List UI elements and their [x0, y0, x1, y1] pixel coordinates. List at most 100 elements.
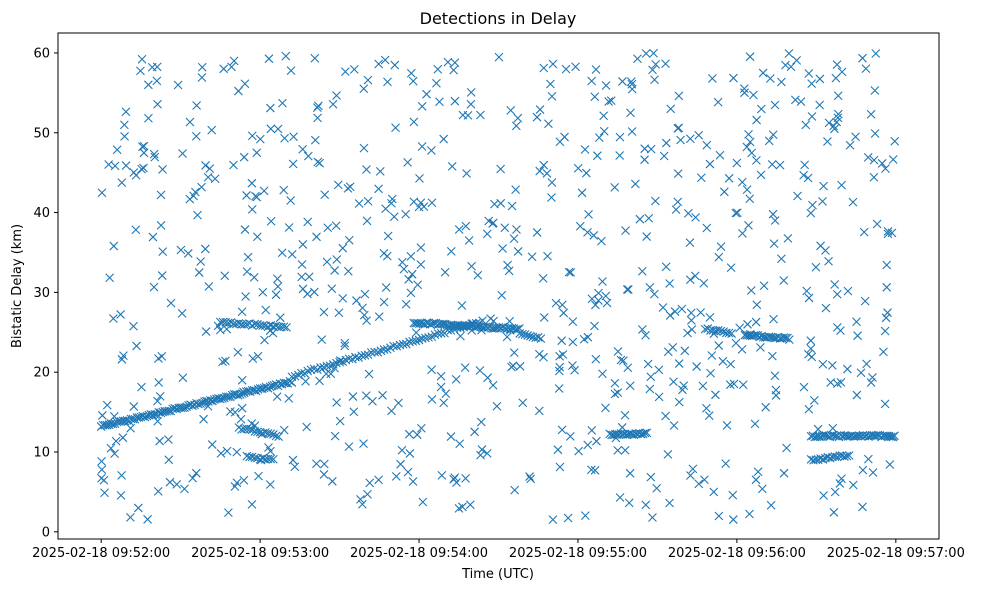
- data-point: [830, 124, 839, 134]
- data-point: [439, 398, 449, 408]
- data-point: [548, 515, 558, 525]
- data-point: [872, 219, 882, 229]
- data-point: [879, 347, 888, 357]
- data-point: [234, 319, 244, 328]
- data-point: [253, 319, 262, 329]
- data-point: [436, 382, 446, 392]
- data-point: [303, 151, 313, 161]
- x-axis-label: Time (UTC): [461, 567, 534, 582]
- data-point: [858, 430, 868, 440]
- data-point: [594, 296, 603, 305]
- data-point: [512, 225, 521, 234]
- data-point: [618, 356, 628, 366]
- data-point: [427, 394, 437, 404]
- data-point: [641, 500, 651, 510]
- data-point: [331, 221, 341, 231]
- data-point: [694, 479, 704, 489]
- data-point: [279, 322, 289, 332]
- data-point: [830, 280, 840, 289]
- data-point: [674, 397, 684, 407]
- data-point: [148, 410, 158, 420]
- data-point: [446, 247, 456, 256]
- data-point: [590, 465, 600, 475]
- data-point: [362, 216, 372, 226]
- data-point: [513, 113, 523, 123]
- data-point: [749, 331, 759, 340]
- data-point: [116, 310, 125, 319]
- data-point: [649, 48, 658, 58]
- data-point: [476, 110, 485, 120]
- data-point: [266, 454, 276, 464]
- data-point: [180, 403, 190, 412]
- data-point: [801, 120, 811, 130]
- data-point: [470, 427, 479, 437]
- data-point: [871, 49, 881, 58]
- data-point: [863, 152, 873, 162]
- data-point: [625, 381, 635, 391]
- data-point: [768, 130, 778, 140]
- data-point: [265, 103, 275, 113]
- data-point: [155, 392, 165, 401]
- data-point: [782, 443, 791, 453]
- data-point: [338, 243, 348, 253]
- data-point: [716, 326, 726, 336]
- data-point: [601, 291, 611, 301]
- data-point: [862, 359, 871, 369]
- data-point: [746, 286, 756, 295]
- data-point: [243, 252, 253, 262]
- data-point: [642, 232, 652, 241]
- data-point: [303, 217, 313, 227]
- data-point: [768, 209, 778, 219]
- data-point: [327, 476, 337, 486]
- data-point: [557, 425, 567, 435]
- data-point: [494, 52, 504, 62]
- data-point: [176, 245, 186, 255]
- data-point: [363, 196, 373, 206]
- data-point: [732, 158, 742, 168]
- data-point: [413, 280, 423, 290]
- data-point: [264, 443, 273, 452]
- data-point: [646, 472, 656, 482]
- data-point: [97, 188, 107, 198]
- data-point: [724, 328, 734, 338]
- data-point: [317, 335, 327, 345]
- data-point: [643, 359, 653, 369]
- data-point: [548, 59, 558, 69]
- data-point: [613, 388, 623, 397]
- data-point: [313, 101, 323, 111]
- data-point: [669, 377, 678, 387]
- data-point: [326, 369, 336, 379]
- data-point: [651, 59, 661, 69]
- data-point: [842, 451, 852, 461]
- data-point: [770, 371, 780, 381]
- data-point: [744, 129, 753, 139]
- data-point: [154, 354, 163, 363]
- data-point: [460, 363, 470, 372]
- data-point: [394, 398, 403, 408]
- data-point: [502, 332, 512, 342]
- data-point: [360, 350, 370, 360]
- data-point: [149, 282, 159, 292]
- data-point: [610, 389, 620, 399]
- data-point: [844, 451, 854, 460]
- data-point: [97, 457, 106, 466]
- data-point: [97, 465, 107, 475]
- data-point: [192, 101, 202, 110]
- data-point: [490, 199, 499, 209]
- data-point: [319, 459, 329, 469]
- data-point: [523, 331, 533, 340]
- data-point: [340, 338, 350, 348]
- data-point: [224, 508, 233, 517]
- data-point: [803, 173, 813, 183]
- data-point: [278, 98, 287, 108]
- data-point: [197, 73, 207, 82]
- data-point: [779, 276, 789, 285]
- data-point: [752, 300, 762, 310]
- data-point: [272, 392, 282, 402]
- data-point: [728, 515, 738, 524]
- data-point: [284, 394, 294, 403]
- data-point: [757, 484, 767, 494]
- data-point: [149, 149, 159, 159]
- data-point: [568, 361, 577, 370]
- data-point: [756, 104, 766, 114]
